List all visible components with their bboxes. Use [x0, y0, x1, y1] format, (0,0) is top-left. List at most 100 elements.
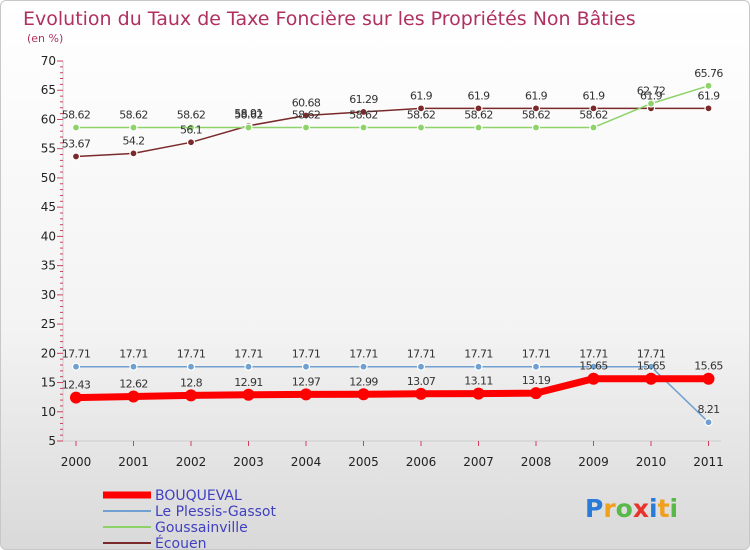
data-point-le-plessis-gassot — [589, 362, 598, 371]
data-label-le-plessis-gassot: 17.71 — [637, 348, 666, 361]
data-point-ecouen — [589, 104, 598, 113]
data-label-le-plessis-gassot: 17.71 — [292, 348, 321, 361]
logo-letter: t — [658, 494, 670, 523]
data-point-goussainville — [129, 123, 138, 132]
data-label-le-plessis-gassot: 17.71 — [177, 348, 206, 361]
data-label-le-plessis-gassot: 17.71 — [119, 348, 148, 361]
data-point-goussainville — [301, 123, 311, 132]
data-label-bouqueval: 12.97 — [292, 375, 321, 388]
data-point-goussainville — [186, 123, 196, 132]
data-point-le-plessis-gassot — [71, 362, 81, 371]
x-tick-label: 2007 — [463, 455, 494, 469]
data-point-ecouen — [129, 149, 138, 158]
y-tick-label: 10 — [41, 405, 56, 419]
x-tick-label: 2000 — [61, 455, 92, 469]
data-label-bouqueval: 15.65 — [637, 360, 666, 373]
y-tick-label: 35 — [41, 259, 56, 273]
y-tick-label: 5 — [48, 434, 56, 448]
x-tick-label: 2002 — [176, 455, 207, 469]
data-label-le-plessis-gassot: 17.71 — [579, 348, 608, 361]
x-tick-label: 2010 — [636, 455, 667, 469]
legend-label-ecouen: Écouen — [155, 535, 206, 550]
data-label-ecouen: 54.2 — [122, 134, 144, 147]
data-point-le-plessis-gassot — [301, 362, 311, 371]
x-tick-label: 2009 — [578, 455, 609, 469]
chart-subtitle: (en %) — [27, 32, 63, 45]
data-point-goussainville — [589, 123, 598, 132]
data-label-goussainville: 58.62 — [119, 109, 148, 122]
data-label-goussainville: 58.62 — [62, 109, 91, 122]
data-label-ecouen: 53.67 — [62, 137, 91, 150]
y-tick-label: 60 — [41, 112, 56, 126]
data-label-ecouen: 61.29 — [349, 93, 378, 106]
data-label-bouqueval: 13.19 — [522, 374, 551, 387]
data-point-ecouen — [416, 104, 426, 113]
data-label-goussainville: 58.62 — [407, 109, 436, 122]
legend-label-le-plessis-gassot: Le Plessis-Gassot — [155, 504, 276, 520]
data-point-bouqueval — [127, 390, 140, 403]
data-label-bouqueval: 13.11 — [464, 375, 493, 388]
data-point-bouqueval — [357, 388, 370, 401]
y-tick-label: 70 — [41, 54, 56, 68]
data-label-goussainville: 58.62 — [349, 109, 378, 122]
data-label-ecouen: 61.9 — [697, 89, 720, 102]
data-point-ecouen — [301, 111, 311, 120]
data-label-bouqueval: 12.99 — [349, 375, 378, 388]
axes: 5 10 15 20 25 30 35 40 45 50 55 60 65 70 2000 2001 2002 2… — [41, 54, 724, 469]
data-label-goussainville: 62.72 — [637, 85, 666, 98]
data-point-le-plessis-gassot — [531, 362, 541, 371]
data-point-bouqueval — [415, 387, 427, 400]
data-label-ecouen: 56.1 — [180, 123, 202, 136]
data-label-ecouen: 61.9 — [582, 89, 605, 102]
data-labels: 12.43 12.62 12.8 12.91 12.97 12.99 13.07 13.11 1… — [62, 67, 724, 416]
data-point-le-plessis-gassot — [416, 362, 426, 371]
data-label-goussainville: 58.62 — [464, 109, 493, 122]
data-point-ecouen — [71, 152, 81, 161]
data-label-bouqueval: 12.43 — [62, 379, 91, 392]
data-point-ecouen — [531, 104, 541, 113]
data-label-le-plessis-gassot: 17.71 — [349, 348, 378, 361]
data-point-bouqueval — [587, 372, 600, 385]
data-label-goussainville: 65.76 — [694, 67, 723, 80]
y-tick-label: 25 — [41, 317, 56, 331]
data-point-le-plessis-gassot — [186, 362, 196, 371]
data-point-ecouen — [186, 138, 196, 147]
logo-letter: o — [616, 494, 633, 523]
data-point-bouqueval — [530, 387, 542, 400]
y-tick-label: 20 — [41, 346, 56, 360]
data-point-goussainville — [531, 123, 541, 132]
data-label-bouqueval: 13.07 — [407, 375, 436, 388]
logo-letter: i — [670, 494, 679, 523]
x-tick-label: 2001 — [118, 455, 149, 469]
y-tick-label: 45 — [41, 200, 56, 214]
data-point-goussainville — [646, 99, 656, 108]
data-point-goussainville — [71, 123, 81, 132]
data-point-ecouen — [359, 107, 368, 117]
data-point-goussainville — [416, 123, 426, 132]
data-point-bouqueval — [242, 388, 255, 401]
series-line-bouqueval — [75, 375, 709, 402]
data-label-bouqueval: 12.62 — [119, 377, 148, 390]
data-label-goussainville: 58.62 — [292, 109, 321, 122]
data-point-goussainville — [704, 81, 713, 90]
x-tick-label: 2006 — [406, 455, 437, 469]
data-label-bouqueval: 15.65 — [694, 360, 723, 373]
logo-letter: i — [649, 494, 658, 523]
data-point-bouqueval — [70, 391, 82, 404]
data-label-le-plessis-gassot: 17.71 — [522, 348, 551, 361]
logo-letter: x — [633, 494, 649, 523]
data-label-goussainville: 58.62 — [234, 109, 263, 122]
data-point-goussainville — [244, 123, 253, 132]
data-point-bouqueval — [472, 387, 485, 400]
data-label-ecouen: 61.9 — [525, 89, 548, 102]
chart-title: Evolution du Taux de Taxe Foncière sur l… — [23, 8, 636, 30]
data-point-bouqueval — [185, 389, 197, 402]
data-label-le-plessis-gassot: 8.21 — [697, 403, 719, 416]
x-tick-label: 2005 — [348, 455, 379, 469]
data-label-le-plessis-gassot: 17.71 — [234, 348, 263, 361]
data-label-bouqueval: 12.91 — [234, 376, 263, 389]
logo-letter: r — [603, 494, 616, 523]
x-tick-label: 2011 — [693, 455, 724, 469]
data-label-ecouen: 61.9 — [640, 89, 663, 102]
